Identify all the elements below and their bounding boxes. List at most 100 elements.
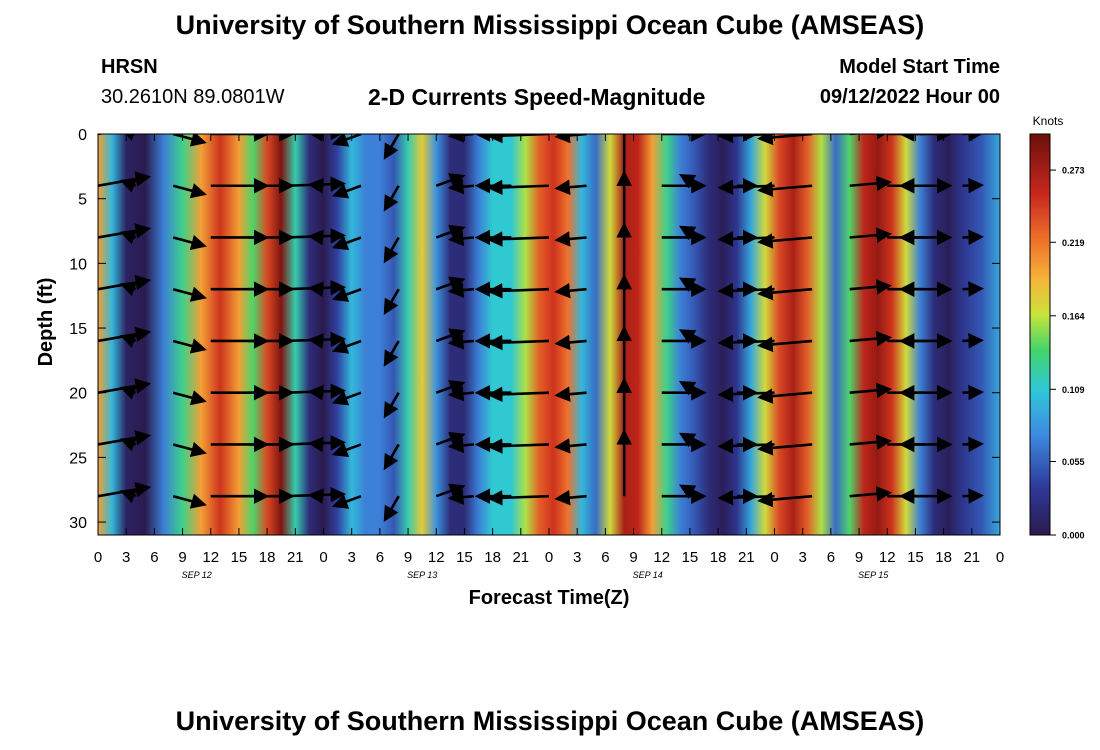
y-axis: 0 5 10 15 20 25 30 (69, 127, 1000, 532)
current-vector (307, 229, 324, 246)
current-vector (999, 236, 1000, 238)
current-vector (962, 281, 985, 297)
x-tick-label: 3 (348, 549, 356, 566)
current-vector (486, 283, 550, 299)
current-vector (436, 134, 466, 137)
current-vector (849, 486, 893, 502)
current-vector (447, 437, 474, 454)
x-tick-label: 9 (404, 549, 412, 566)
current-vector (554, 334, 587, 351)
current-vector (486, 179, 550, 196)
current-vector (757, 491, 813, 508)
y-tick-label: 30 (69, 515, 87, 532)
x-tick-label: 21 (512, 549, 529, 566)
current-vector (119, 384, 138, 400)
current-vector (678, 134, 700, 137)
y-tick-label: 25 (69, 450, 87, 467)
x-tick-label: 9 (629, 549, 637, 566)
current-vector (999, 184, 1000, 186)
main-title: University of Southern Mississippi Ocean… (175, 10, 925, 40)
current-vector (717, 334, 775, 351)
current-vector (331, 442, 362, 458)
current-vector (331, 494, 362, 509)
x-tick-label: 6 (601, 549, 609, 566)
current-vector (331, 338, 362, 354)
x-tick-label: 9 (855, 549, 863, 566)
current-vector (962, 177, 985, 194)
current-vector (447, 178, 474, 195)
current-vector (849, 382, 893, 399)
x-tick-label: 21 (738, 549, 755, 566)
speed-heatmap (98, 134, 1000, 535)
x-tick-label: 15 (456, 549, 473, 566)
current-vector (1000, 129, 1029, 134)
x-tick-label: 15 (907, 549, 924, 566)
current-vector (999, 339, 1000, 341)
colorbar (1029, 133, 1051, 536)
x-tick-label: 0 (996, 549, 1004, 566)
colorbar-tick-label: 0.273 (1062, 166, 1085, 176)
x-axis: 0 3 6 9 12 15 18 21 0 3 6 9 12 15 18 21 0 3 6 9 12 15 18 21 0 3 6 9… (94, 134, 1004, 580)
current-vector (678, 432, 700, 448)
current-vector (307, 281, 324, 297)
current-vector (554, 179, 587, 195)
current-vector (119, 229, 138, 245)
current-vector (962, 332, 985, 349)
current-vector (119, 488, 138, 504)
current-vector (717, 489, 775, 506)
current-vector (554, 438, 587, 454)
current-vector (98, 134, 152, 136)
chart-subtitle: 2-D Currents Speed-Magnitude (368, 84, 706, 110)
current-vector (383, 392, 400, 419)
current-vector (486, 490, 550, 506)
x-tick-label: 6 (827, 549, 835, 566)
x-axis-label: Forecast Time(Z) (469, 587, 630, 609)
x-tick-label: 18 (935, 549, 952, 566)
current-vectors (98, 129, 1029, 523)
current-vector (383, 134, 400, 160)
day-label: SEP 12 (182, 570, 212, 580)
current-vector (757, 284, 813, 301)
current-vector (119, 134, 138, 141)
x-tick-label: 18 (710, 549, 727, 566)
current-vector (383, 443, 400, 471)
day-label: SEP 15 (858, 570, 889, 580)
x-tick-label: 12 (653, 549, 670, 566)
current-vector (717, 231, 775, 247)
current-vector (757, 388, 813, 404)
current-vector (678, 277, 700, 293)
current-vector (849, 330, 893, 347)
footer-title: University of Southern Mississippi Ocean… (175, 706, 925, 736)
current-vector (962, 229, 985, 246)
colorbar-label: Knots (1033, 114, 1064, 128)
current-vector (119, 333, 138, 348)
current-vector (757, 440, 813, 456)
current-vector (757, 134, 813, 146)
current-vector (999, 443, 1000, 445)
current-vector (307, 177, 324, 194)
current-vector (447, 385, 474, 402)
current-vector (849, 434, 893, 450)
x-tick-label: 21 (963, 549, 980, 566)
current-vector (119, 177, 138, 193)
x-tick-label: 15 (231, 549, 248, 566)
y-tick-label: 20 (69, 386, 87, 403)
colorbar-tick-label: 0.000 (1062, 531, 1085, 541)
current-vector (383, 185, 400, 212)
current-vector (717, 438, 775, 454)
x-tick-label: 0 (319, 549, 327, 566)
current-vector (486, 231, 550, 247)
x-tick-label: 6 (376, 549, 384, 566)
day-label: SEP 14 (633, 570, 663, 580)
x-tick-label: 18 (259, 549, 276, 566)
current-vector (962, 488, 985, 504)
x-tick-label: 12 (428, 549, 445, 566)
current-vector (962, 436, 985, 453)
current-vector (172, 390, 207, 406)
current-vector (849, 227, 893, 243)
current-vector (172, 134, 207, 147)
x-tick-label: 3 (799, 549, 807, 566)
model-start-label: Model Start Time (839, 56, 1000, 78)
current-vector (383, 288, 400, 316)
x-tick-label: 0 (94, 549, 102, 566)
